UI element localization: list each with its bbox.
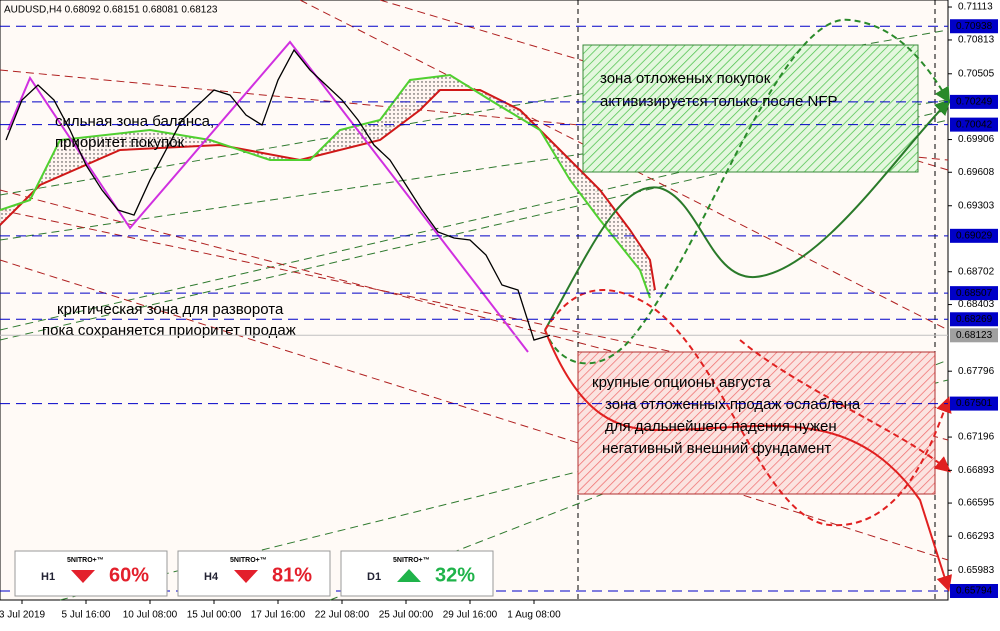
level-box — [950, 286, 998, 301]
chart-title: AUDUSD,H4 0.68092 0.68151 0.68081 0.6812… — [4, 5, 218, 16]
signal-widget: 5NITRO+™ H1 60% — [14, 550, 168, 597]
widget-arrow — [234, 570, 258, 583]
wave-lines — [7, 40, 529, 353]
widget-timeframe: H4 — [204, 571, 219, 583]
buy-zone — [582, 44, 919, 173]
x-tick-label: 15 Jul 00:00 — [187, 610, 242, 621]
annotation: для дальнейшего падения нужен — [605, 418, 837, 435]
annotation: негативный внешний фундамент — [602, 440, 831, 457]
y-tick-label: 0.68702 — [958, 266, 995, 277]
y-tick-label: 0.66893 — [958, 465, 995, 476]
widget-signal: 32% — [435, 564, 475, 586]
x-tick-label: 5 Jul 16:00 — [62, 610, 111, 621]
widget-timeframe: D1 — [367, 571, 381, 583]
widget-box — [340, 550, 494, 597]
sell-zone — [577, 351, 936, 495]
y-tick-label: 0.67796 — [958, 366, 995, 377]
annotation: критическая зона для разворота — [57, 301, 284, 318]
x-tick-label: 3 Jul 2019 — [0, 610, 46, 621]
annotation: активизируется только после NFP — [600, 93, 838, 110]
annotation: крупные опционы августа — [592, 374, 771, 391]
widget-arrow — [71, 570, 95, 583]
level-box — [950, 396, 998, 411]
x-tick-label: 1 Aug 08:00 — [507, 610, 561, 621]
widget-arrow — [397, 569, 421, 582]
level-label: 0.69029 — [956, 230, 993, 241]
level-box — [950, 19, 998, 34]
y-tick-label: 0.70505 — [958, 68, 995, 79]
level-box — [950, 94, 998, 109]
y-tick-label: 0.67196 — [958, 432, 995, 443]
y-tick-label: 0.65983 — [958, 565, 995, 576]
current-price-label: 0.68123 — [956, 330, 993, 341]
y-tick-label: 0.69906 — [958, 134, 995, 145]
x-tick-label: 17 Jul 16:00 — [251, 610, 306, 621]
level-label: 0.68507 — [956, 288, 993, 299]
level-label: 0.70042 — [956, 119, 993, 130]
y-tick-label: 0.66595 — [958, 498, 995, 509]
signal-widget: 5NITRO+™ D1 32% — [340, 550, 494, 597]
level-label: 0.65794 — [956, 586, 993, 597]
forecast-paths — [544, 18, 952, 592]
level-box — [950, 583, 998, 598]
y-tick-label: 0.69608 — [958, 167, 995, 178]
annotation: зона отложенных продаж ослаблена — [605, 396, 861, 413]
signal-widget: 5NITRO+™ H4 81% — [177, 550, 331, 597]
y-tick-label: 0.66293 — [958, 531, 995, 542]
x-tick-label: 29 Jul 16:00 — [443, 610, 498, 621]
widget-signal: 81% — [272, 564, 312, 586]
level-label: 0.70938 — [956, 21, 993, 32]
y-tick-label: 0.71113 — [958, 2, 993, 13]
level-box — [950, 228, 998, 243]
ichimoku-cloud — [0, 73, 656, 299]
widget-brand: 5NITRO+™ — [67, 557, 104, 564]
y-tick-label: 0.69303 — [958, 200, 995, 211]
price-line — [5, 48, 551, 341]
level-label: 0.70249 — [956, 97, 993, 108]
y-tick-label: 0.68403 — [958, 299, 995, 310]
level-box — [950, 117, 998, 132]
x-tick-label: 22 Jul 08:00 — [315, 610, 370, 621]
widget-brand: 5NITRO+™ — [230, 557, 267, 564]
x-tick-label: 10 Jul 08:00 — [123, 610, 178, 621]
y-tick-label: 0.70813 — [958, 35, 995, 46]
level-label: 0.67501 — [956, 398, 993, 409]
annotations: сильная зона баланса, приоритет покупок … — [42, 70, 861, 457]
annotation: пока сохраняется приоритет продаж — [42, 322, 296, 339]
annotation: приоритет покупок — [55, 134, 185, 151]
x-tick-label: 25 Jul 00:00 — [379, 610, 434, 621]
annotation: сильная зона баланса, — [55, 113, 214, 130]
widget-signal: 60% — [109, 564, 149, 586]
annotation: зона отложеных покупок — [600, 70, 771, 87]
widget-brand: 5NITRO+™ — [393, 557, 430, 564]
level-label: 0.68269 — [956, 314, 993, 325]
level-box — [950, 312, 998, 327]
current-price-box — [950, 328, 998, 343]
widget-timeframe: H1 — [41, 571, 55, 583]
